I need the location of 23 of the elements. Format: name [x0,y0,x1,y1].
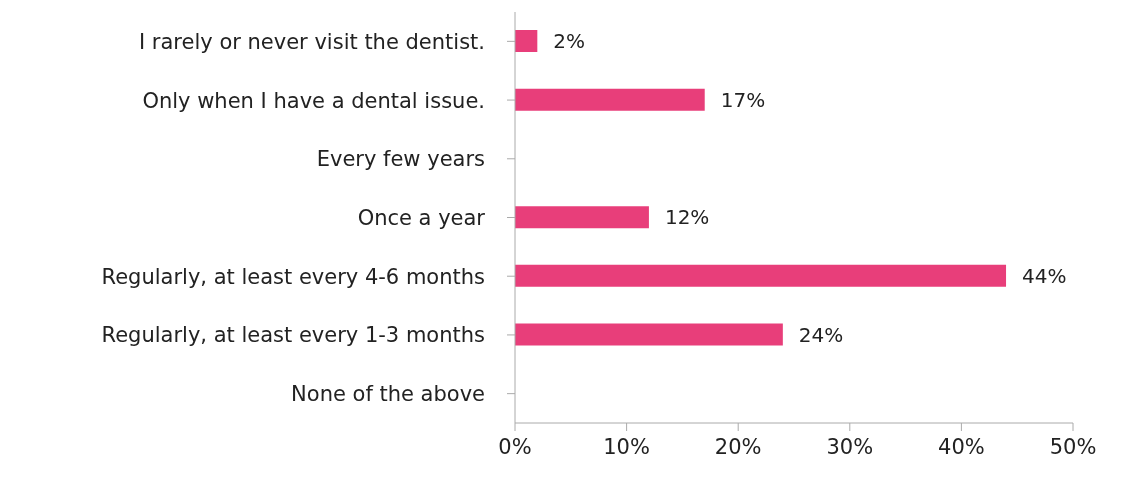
y-tick-label: Regularly, at least every 1-3 months [101,323,485,348]
x-tick-label: 20% [714,434,762,459]
x-tick-label: 0% [498,434,532,459]
y-tick-label: Regularly, at least every 4-6 months [101,264,485,289]
bar [515,264,1007,287]
x-tick-label: 40% [938,434,985,459]
data-label: 17% [720,87,766,112]
data-label: 24% [798,322,844,347]
y-tick-label: Once a year [357,205,486,230]
bar [515,323,783,346]
y-tick-label: Every few years [316,147,485,172]
x-tick-label: 30% [826,434,874,459]
x-tick-label: 10% [603,434,650,459]
y-tick-label: I rarely or never visit the dentist. [138,29,485,54]
data-label: 2% [553,29,586,54]
bar [515,206,649,229]
data-label: 12% [664,205,710,230]
y-tick-label: Only when I have a dental issue. [142,88,485,113]
data-label: 44% [1022,263,1067,288]
bar [515,88,705,111]
y-tick-label: None of the above [291,382,485,407]
bar [515,30,538,52]
x-tick-label: 50% [1049,434,1097,459]
